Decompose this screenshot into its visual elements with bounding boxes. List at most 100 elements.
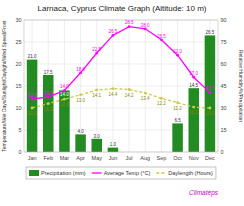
data-label: 26.5: [109, 29, 118, 34]
line: [32, 89, 210, 108]
legend-swatch: [29, 170, 39, 176]
legend-swatch: [156, 172, 166, 173]
grid-line-x: [96, 20, 97, 152]
data-label: 12.0: [28, 93, 37, 98]
data-label: 22.5: [92, 47, 101, 52]
bar: [188, 88, 199, 152]
grid: [24, 20, 218, 152]
legend-swatch: [92, 172, 102, 173]
data-label: 14.0: [60, 84, 69, 89]
y-tick-label: 25: [15, 39, 21, 45]
point: [160, 38, 163, 41]
legend-label: Daylength (Hours): [168, 170, 213, 176]
point: [144, 27, 147, 30]
point: [160, 97, 163, 100]
point: [47, 102, 50, 105]
legend: Precipitation (mm) Average Temp (°C) Dayle…: [26, 167, 216, 179]
grid-line-x: [145, 20, 146, 152]
y2-tick-label: 75: [221, 39, 227, 45]
point: [192, 76, 195, 79]
x-tick-label: Jul: [126, 155, 133, 161]
bar: [108, 148, 119, 152]
y-tick-label: 20: [15, 61, 21, 67]
y2-tick-label: 90: [221, 17, 227, 23]
data-label: 28.5: [125, 20, 134, 25]
annotation: Climateps: [189, 189, 219, 197]
legend-label: Precipitation (mm): [41, 170, 86, 176]
point: [63, 98, 66, 101]
point: [176, 101, 179, 104]
data-label: 12.5: [44, 91, 53, 96]
point: [209, 107, 212, 110]
point: [31, 107, 34, 110]
x-tick-label: Mar: [60, 155, 70, 161]
data-label: 22.0: [173, 49, 182, 54]
plot-frame: [24, 20, 218, 152]
data-label: 28.0: [141, 23, 150, 28]
grid-line-y: [24, 42, 218, 43]
bar: [172, 123, 183, 152]
bar: [205, 35, 216, 152]
x-tick-label: Sep: [157, 155, 167, 161]
bar: [75, 134, 86, 152]
bar: [59, 90, 70, 152]
data-label: 6.5: [174, 118, 181, 123]
x-tick-label: Aug: [140, 155, 150, 161]
data-label: 11.0: [44, 107, 53, 112]
data-labels: 12.012.514.018.022.526.528.528.025.522.0…: [28, 20, 215, 147]
x-tick-label: Apr: [76, 155, 85, 161]
y-tick-label: 10: [15, 105, 21, 111]
data-label: 17.5: [44, 70, 53, 75]
legend-frame: [26, 167, 216, 179]
data-label: 14.4: [109, 92, 118, 97]
y2-tick-label: 60: [221, 61, 227, 67]
point: [128, 25, 131, 28]
line: [32, 27, 210, 100]
y2-tick-label: 45: [221, 83, 227, 89]
data-label: 4.0: [77, 129, 84, 134]
legend-label: Average Temp (°C): [104, 170, 151, 176]
data-label: 26.5: [206, 30, 215, 35]
data-label: 12.0: [60, 102, 69, 107]
x-tick-label: Feb: [44, 155, 53, 161]
y2-axis-title: Relative Humidity%/Precipitation: [238, 50, 244, 122]
y2-tick-label: 30: [221, 105, 227, 111]
point: [144, 92, 147, 95]
grid-line-x: [112, 20, 113, 152]
data-label: 1.0: [110, 142, 117, 147]
point: [192, 106, 195, 109]
data-label: 17.0: [189, 71, 198, 76]
x-tick-label: Dec: [205, 155, 215, 161]
point: [95, 89, 98, 92]
y-tick-label: 30: [15, 17, 21, 23]
point: [128, 88, 131, 91]
point: [176, 54, 179, 57]
legend-item: Daylength (Hours): [156, 170, 213, 176]
data-label: 14.5: [189, 83, 198, 88]
y-axis-title: Temperature/Wet Days/Sunlight/Daylight/W…: [1, 20, 7, 152]
y-tick-label: 15: [15, 83, 21, 89]
grid-line-y: [24, 64, 218, 65]
point: [31, 98, 34, 101]
bar: [27, 60, 38, 152]
bar: [43, 75, 54, 152]
data-label: 21.0: [28, 54, 37, 59]
data-label: 14.0: [60, 92, 69, 97]
x-tick-label: Jun: [108, 155, 117, 161]
data-label: 13.5: [206, 86, 215, 91]
data-label: 12.2: [157, 101, 166, 106]
point: [209, 91, 212, 94]
chart: Larnaca, Cyprus Climate Graph (Altitude:…: [0, 0, 244, 206]
data-label: 10.0: [206, 111, 215, 116]
point: [79, 71, 82, 74]
point: [47, 96, 50, 99]
title: Larnaca, Cyprus Climate Graph (Altitude:…: [38, 4, 207, 13]
y-tick-label: 0: [18, 149, 21, 155]
data-label: 25.5: [157, 34, 166, 39]
legend-item: Precipitation (mm): [29, 170, 86, 176]
x-tick-label: Oct: [173, 155, 182, 161]
x-tick-label: Nov: [189, 155, 199, 161]
data-label: 10.0: [28, 111, 37, 116]
point: [79, 93, 82, 96]
point: [112, 34, 115, 37]
